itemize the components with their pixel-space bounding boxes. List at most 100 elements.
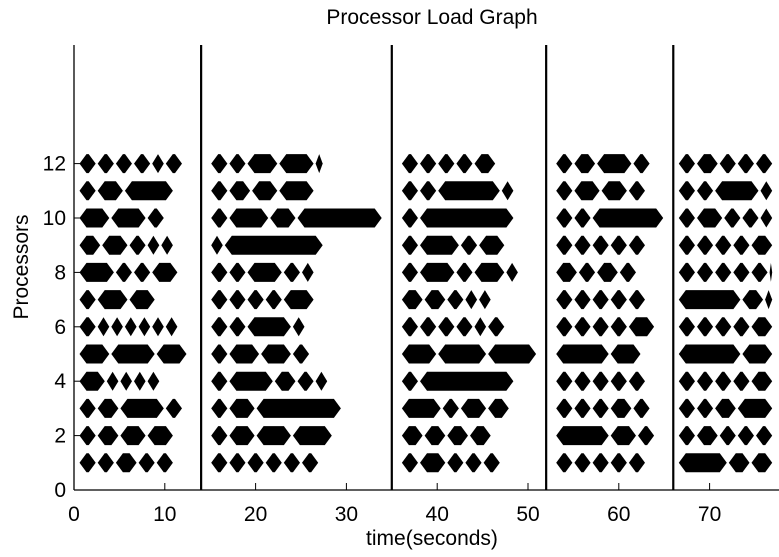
task-bar-p8 bbox=[678, 262, 695, 282]
task-bar-p6 bbox=[111, 317, 123, 337]
task-bar-p2 bbox=[697, 426, 718, 446]
task-bar-p2 bbox=[211, 426, 228, 446]
task-bar-p4 bbox=[751, 371, 773, 391]
task-bar-p1 bbox=[156, 453, 173, 473]
task-bar-p1 bbox=[483, 453, 500, 473]
task-bar-p8 bbox=[247, 262, 282, 282]
y-tick-label: 2 bbox=[54, 425, 66, 448]
task-bar-p6 bbox=[628, 317, 655, 337]
task-bar-p7 bbox=[247, 290, 264, 310]
task-bar-p3 bbox=[737, 398, 773, 418]
task-bar-p10 bbox=[401, 208, 418, 228]
task-bar-p2 bbox=[470, 426, 491, 446]
task-bar-p10 bbox=[574, 208, 591, 228]
task-bars bbox=[79, 154, 773, 473]
task-bar-p6 bbox=[401, 317, 418, 337]
task-bar-p5 bbox=[488, 344, 537, 364]
task-bar-p6 bbox=[697, 317, 714, 337]
task-bar-p9 bbox=[592, 235, 609, 255]
task-bar-p10 bbox=[79, 208, 110, 228]
task-bar-p2 bbox=[424, 426, 446, 446]
task-bar-p6 bbox=[474, 317, 487, 337]
task-bar-p11 bbox=[279, 181, 314, 201]
task-bar-p1 bbox=[556, 453, 573, 473]
y-tick-label: 12 bbox=[43, 153, 66, 176]
task-bar-p1 bbox=[420, 453, 446, 473]
task-bar-p7 bbox=[678, 290, 741, 310]
task-bar-p7 bbox=[129, 290, 155, 310]
task-bar-p9 bbox=[460, 235, 478, 255]
x-tick-label: 40 bbox=[426, 503, 449, 526]
task-bar-p8 bbox=[619, 262, 636, 282]
task-bar-p11 bbox=[124, 181, 173, 201]
task-bar-p3 bbox=[592, 398, 609, 418]
task-bar-p5 bbox=[742, 344, 773, 364]
x-tick-label: 20 bbox=[244, 503, 267, 526]
task-bar-p7 bbox=[574, 290, 591, 310]
task-bar-p12 bbox=[737, 154, 754, 174]
task-bar-p3 bbox=[442, 398, 459, 418]
task-bar-p12 bbox=[633, 154, 650, 174]
task-bar-p7 bbox=[229, 290, 246, 310]
task-bar-p1 bbox=[465, 453, 482, 473]
task-bar-p12 bbox=[438, 154, 455, 174]
task-bar-p3 bbox=[488, 398, 509, 418]
task-bar-p11 bbox=[628, 181, 645, 201]
task-bar-p5 bbox=[610, 344, 641, 364]
task-bar-p6 bbox=[715, 317, 732, 337]
task-bar-p9 bbox=[161, 235, 173, 255]
task-bar-p9 bbox=[574, 235, 591, 255]
task-bar-p11 bbox=[697, 181, 714, 201]
task-bar-p4 bbox=[628, 371, 645, 391]
x-tick-label: 50 bbox=[516, 503, 539, 526]
task-bar-p12 bbox=[556, 154, 573, 174]
task-bar-p3 bbox=[574, 398, 591, 418]
x-tick-label: 60 bbox=[607, 503, 630, 526]
task-bar-p10 bbox=[211, 208, 228, 228]
task-bar-p1 bbox=[138, 453, 155, 473]
task-bar-p3 bbox=[211, 398, 228, 418]
task-bar-p6 bbox=[438, 317, 455, 337]
task-bar-p8 bbox=[474, 262, 505, 282]
task-bar-p9 bbox=[556, 235, 573, 255]
task-bar-p7 bbox=[79, 290, 96, 310]
task-bar-p8 bbox=[578, 262, 596, 282]
task-bar-p4 bbox=[715, 371, 732, 391]
task-bar-p7 bbox=[742, 290, 764, 310]
task-bar-p12 bbox=[247, 154, 278, 174]
task-bar-p12 bbox=[474, 154, 496, 174]
x-tick-label: 70 bbox=[698, 503, 721, 526]
task-bar-p5 bbox=[438, 344, 487, 364]
task-bar-p10 bbox=[420, 208, 514, 228]
task-bar-p5 bbox=[678, 344, 741, 364]
task-bar-p6 bbox=[292, 317, 305, 337]
task-bar-p7 bbox=[447, 290, 464, 310]
task-bar-p8 bbox=[302, 262, 314, 282]
task-bar-p12 bbox=[134, 154, 151, 174]
task-bar-p3 bbox=[460, 398, 487, 418]
task-bar-p1 bbox=[283, 453, 300, 473]
task-bar-p4 bbox=[592, 371, 609, 391]
y-tick-label: 0 bbox=[54, 479, 66, 502]
task-bar-p9 bbox=[224, 235, 323, 255]
task-bar-p6 bbox=[124, 317, 137, 337]
task-bar-p2 bbox=[447, 426, 468, 446]
task-bar-p11 bbox=[678, 181, 695, 201]
task-bar-p1 bbox=[728, 453, 750, 473]
task-bar-p2 bbox=[401, 426, 423, 446]
task-bar-p8 bbox=[456, 262, 473, 282]
task-bar-p8 bbox=[211, 262, 228, 282]
task-bar-p3 bbox=[120, 398, 164, 418]
task-bar-p4 bbox=[401, 371, 418, 391]
task-bar-p11 bbox=[79, 181, 96, 201]
task-bar-p7 bbox=[592, 290, 609, 310]
task-bar-p8 bbox=[420, 262, 455, 282]
task-bar-p6 bbox=[610, 317, 627, 337]
task-bar-p4 bbox=[79, 371, 105, 391]
task-bar-p2 bbox=[256, 426, 291, 446]
task-bar-p8 bbox=[115, 262, 132, 282]
task-bar-p12 bbox=[678, 154, 695, 174]
y-tick-label: 8 bbox=[54, 261, 66, 284]
task-bar-p12 bbox=[597, 154, 632, 174]
